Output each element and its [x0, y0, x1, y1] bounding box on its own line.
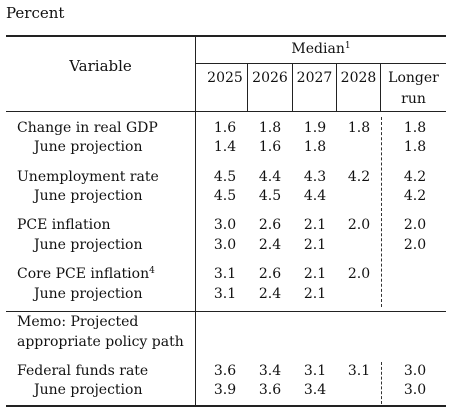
cell-core-pce-2025: 3.1	[213, 266, 237, 282]
cell-pce-june-2027: 2.1	[303, 237, 327, 253]
median-header: Median1	[291, 41, 351, 57]
year-divider-2027-2028	[336, 64, 337, 111]
row-label-unemployment-june: June projection	[34, 188, 143, 204]
cell-gdp-2027: 1.9	[303, 120, 327, 136]
cell-unemployment-2027: 4.3	[303, 169, 327, 185]
cell-unemployment-june-2027: 4.4	[303, 188, 327, 204]
memo-label-line1: Memo: Projected	[17, 314, 139, 330]
longer-run-dashed-divider	[381, 117, 382, 307]
year-header-2026: 2026	[252, 70, 288, 86]
memo-label-line2: appropriate policy path	[17, 334, 184, 350]
cell-unemployment-2026: 4.4	[258, 169, 282, 185]
row-label-pce: PCE inflation	[17, 217, 111, 233]
cell-pce-2027: 2.1	[303, 217, 327, 233]
cell-unemployment-june-2026: 4.5	[258, 188, 282, 204]
row-label-core-pce-june: June projection	[34, 286, 143, 302]
cell-ffr-2028: 3.1	[347, 363, 371, 379]
cell-unemployment-2025: 4.5	[213, 169, 237, 185]
row-label-unemployment: Unemployment rate	[17, 169, 159, 185]
cell-ffr-june-2027: 3.4	[303, 382, 327, 398]
longer-run-header-line2: run	[401, 91, 426, 107]
table-header-rule	[6, 111, 446, 112]
cell-core-pce-2026: 2.6	[258, 266, 282, 282]
cell-pce-longer-run: 2.0	[403, 217, 427, 233]
row-label-federal-funds-rate: Federal funds rate	[17, 363, 149, 379]
cell-gdp-june-2026: 1.6	[258, 139, 282, 155]
row-label-gdp: Change in real GDP	[17, 120, 158, 136]
table-top-rule	[6, 35, 446, 37]
cell-unemployment-2028: 4.2	[347, 169, 371, 185]
cell-ffr-2027: 3.1	[303, 363, 327, 379]
longer-run-dashed-divider-memo	[381, 362, 382, 404]
cell-pce-2028: 2.0	[347, 217, 371, 233]
row-label-core-pce: Core PCE inflation4	[17, 266, 155, 282]
variable-column-divider	[195, 36, 196, 405]
cell-pce-june-2025: 3.0	[213, 237, 237, 253]
cell-core-pce-june-2025: 3.1	[213, 286, 237, 302]
year-header-2027: 2027	[296, 70, 333, 86]
cell-core-pce-2028: 2.0	[347, 266, 371, 282]
cell-gdp-june-longer-run: 1.8	[403, 139, 427, 155]
cell-pce-2026: 2.6	[258, 217, 282, 233]
year-divider-2028-longer-run	[380, 64, 381, 111]
cell-pce-june-2026: 2.4	[258, 237, 282, 253]
cell-ffr-2026: 3.4	[258, 363, 282, 379]
memo-top-rule	[6, 311, 446, 312]
longer-run-header-line1: Longer	[388, 70, 439, 86]
cell-gdp-june-2025: 1.4	[213, 139, 237, 155]
cell-core-pce-2027: 2.1	[303, 266, 327, 282]
core-pce-footnote-marker: 4	[149, 266, 155, 276]
cell-gdp-2026: 1.8	[258, 120, 282, 136]
year-divider-2026-2027	[292, 64, 293, 111]
cell-gdp-2028: 1.8	[347, 120, 371, 136]
row-label-gdp-june: June projection	[34, 139, 143, 155]
cell-gdp-june-2027: 1.8	[303, 139, 327, 155]
cell-ffr-longer-run: 3.0	[403, 363, 427, 379]
cell-ffr-2025: 3.6	[213, 363, 237, 379]
cell-pce-june-longer-run: 2.0	[403, 237, 427, 253]
variable-header: Variable	[69, 57, 132, 75]
cell-ffr-june-2026: 3.6	[258, 382, 282, 398]
table-bottom-rule	[6, 405, 446, 407]
row-label-federal-funds-rate-june: June projection	[34, 382, 143, 398]
cell-gdp-longer-run: 1.8	[403, 120, 427, 136]
cell-unemployment-june-2025: 4.5	[213, 188, 237, 204]
unit-label: Percent	[6, 4, 65, 22]
year-header-2025: 2025	[207, 70, 243, 86]
cell-core-pce-june-2027: 2.1	[303, 286, 327, 302]
cell-gdp-2025: 1.6	[213, 120, 237, 136]
cell-ffr-june-longer-run: 3.0	[403, 382, 427, 398]
cell-core-pce-june-2026: 2.4	[258, 286, 282, 302]
median-footnote-marker: 1	[344, 41, 351, 51]
year-header-2028: 2028	[340, 70, 377, 86]
cell-unemployment-longer-run: 4.2	[403, 169, 427, 185]
year-divider-2025-2026	[247, 64, 248, 111]
cell-ffr-june-2025: 3.9	[213, 382, 237, 398]
cell-unemployment-june-longer-run: 4.2	[403, 188, 427, 204]
median-subheader-rule	[196, 63, 446, 64]
cell-pce-2025: 3.0	[213, 217, 237, 233]
row-label-pce-june: June projection	[34, 237, 143, 253]
